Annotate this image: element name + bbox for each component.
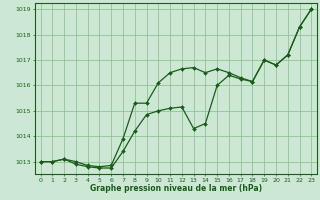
X-axis label: Graphe pression niveau de la mer (hPa): Graphe pression niveau de la mer (hPa) — [90, 184, 262, 193]
